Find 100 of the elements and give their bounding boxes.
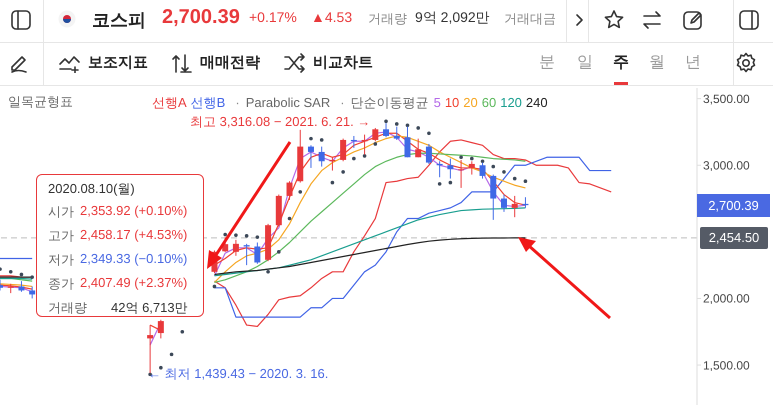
point [234,233,238,237]
point [427,131,431,136]
candlestick [436,160,443,178]
candlestick [318,146,325,168]
point [30,275,34,279]
text: 분 [539,53,555,73]
point [159,366,163,370]
point [406,123,410,128]
point [416,126,420,130]
candlestick [8,283,14,294]
candlestick [340,138,346,162]
text: 2,700.39 [697,194,770,218]
text: 20 [463,95,478,110]
candlestick [468,160,475,176]
annotation: 2,349.33 (−0.10%) [80,251,188,266]
annotation: 42억 6,713만 [111,299,188,317]
candlestick [18,280,24,292]
annotation: 거래량 [48,299,87,317]
y-tick-label: 2,000.00 [703,292,750,306]
text: 월 [649,53,665,73]
text: 비교차트 [313,53,373,72]
point [352,156,356,160]
point [394,122,399,126]
annotation: 2,458.17 (+4.53%) [80,227,188,242]
text: 주 [613,53,629,73]
text: Parabolic SAR [246,95,330,110]
point [170,352,174,356]
text: ▲4.53 [311,9,352,25]
candlestick [308,144,314,168]
annotation: 저가 [48,251,74,269]
point [384,120,388,124]
candlestick [286,180,293,200]
text: 일 [577,53,593,73]
annotation: ← 최저 1,439.43 − 2020. 3. 16. [148,365,328,383]
annotation: 일목균형표 [8,93,73,111]
chart-title: 코스피 [92,9,146,32]
y-tick-label: 3,000.00 [703,158,750,173]
point [330,180,334,184]
candlestick [426,143,432,164]
point [223,232,227,236]
annotation: · [235,95,240,110]
candlestick [512,195,518,218]
text: 보조지표 [88,53,148,72]
point [491,164,496,168]
candlestick [29,286,36,299]
annotation: 2,407.49 (+2.37%) [80,275,188,290]
point [470,156,474,160]
point [277,250,281,254]
point [20,272,24,276]
text: 240 [526,95,548,110]
candlestick [244,243,250,266]
candlestick [232,239,239,256]
annotation: 최고 3,316.08 − 2021. 6. 21. → [190,113,370,131]
candlestick [415,138,422,158]
ref-line-label: 2,454.50 [700,226,768,249]
text: 5 [434,95,441,110]
candlestick [500,194,507,212]
point [480,159,484,164]
point [502,170,506,174]
text: 60 [482,95,496,110]
legend-title: 단순이동평균 [350,95,429,110]
point [320,138,324,142]
candlestick [394,126,400,140]
point [266,270,270,274]
y-tick-label: 1,500.00 [703,358,750,372]
y-tick-label: 3,500.00 [703,92,750,106]
candlestick [458,159,464,188]
text: 9억 2,092만 [415,9,490,27]
point [438,182,442,186]
point [256,235,260,239]
point [374,142,378,146]
point [244,234,248,238]
annotation: 고가 [48,227,74,245]
candlestick [254,242,260,264]
point [459,155,463,160]
text: 선행A [152,95,187,110]
annotation: · [340,95,345,110]
text: 매매전략 [200,53,260,72]
text: 10 [444,95,460,110]
point [524,179,528,184]
point [341,170,345,174]
text: 거래대금 [504,10,556,28]
point [212,284,216,288]
text: 2,700.39 [162,6,240,29]
annotation: 2,353.92 (+0.10%) [80,203,188,218]
point [180,330,184,334]
text: 선행B [190,95,226,110]
text: +0.17% [249,9,297,25]
point [512,176,517,180]
point [288,216,292,220]
candlestick [329,156,336,172]
point [8,270,13,274]
annotation: 시가 [48,203,74,221]
candlestick [490,174,496,220]
text: 거래량 [368,10,407,28]
candlestick [350,135,357,148]
point [309,136,313,140]
point [362,154,366,158]
annotation: 2020.08.10(월) [48,180,135,198]
annotation: 종가 [48,275,74,293]
